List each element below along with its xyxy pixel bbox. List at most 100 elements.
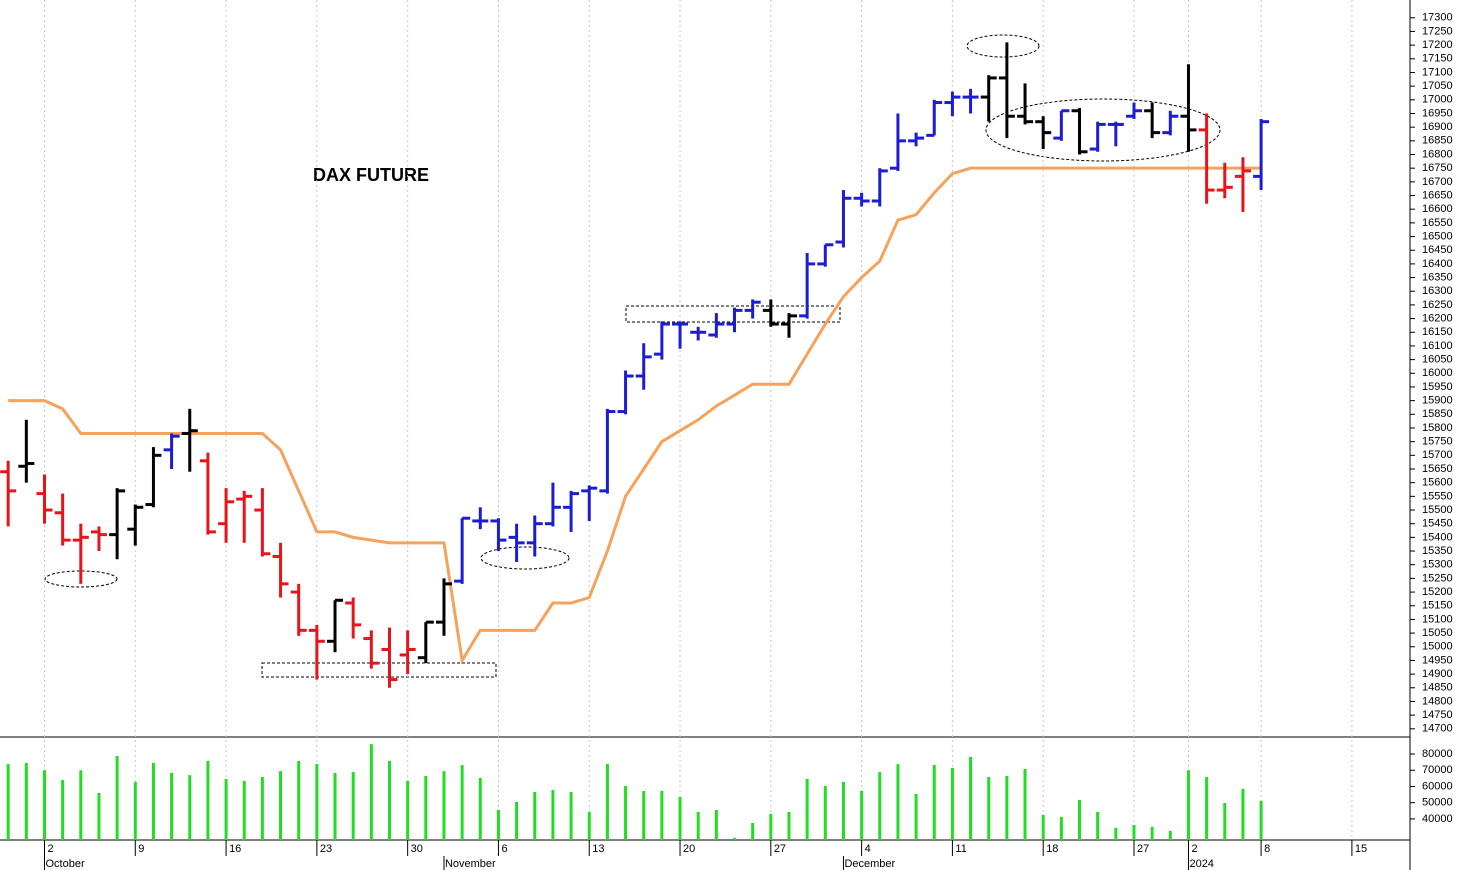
x-tick-label: 15: [1355, 843, 1367, 855]
volume-bar: [1205, 777, 1209, 840]
volume-tick-label: 70000: [1422, 764, 1453, 776]
y-tick-label: 15850: [1422, 408, 1453, 420]
volume-bar: [551, 790, 555, 840]
stop-line: [8, 166, 1262, 665]
x-tick-label: 18: [1046, 843, 1058, 855]
y-tick-label: 16600: [1422, 203, 1453, 215]
volume-bar: [1241, 788, 1245, 840]
x-tick-label: 23: [320, 843, 332, 855]
y-tick-label: 15200: [1422, 586, 1453, 598]
volume-bar: [387, 761, 391, 840]
y-tick-label: 15900: [1422, 395, 1453, 407]
volume-bar: [133, 781, 137, 840]
y-tick-label: 17100: [1422, 66, 1453, 78]
x-tick-label: 9: [138, 843, 144, 855]
annotation-ellipse: [966, 34, 1040, 58]
x-tick-label: 2: [47, 843, 53, 855]
y-tick-label: 16300: [1422, 285, 1453, 297]
x-tick-label: 4: [865, 843, 871, 855]
volume-bar: [1023, 768, 1027, 840]
y-tick-label: 16000: [1422, 367, 1453, 379]
volume-bar: [24, 762, 28, 840]
x-tick-label: 6: [501, 843, 507, 855]
volume-bar: [896, 764, 900, 840]
y-tick-label: 14900: [1422, 668, 1453, 680]
volume-bar: [115, 755, 119, 840]
volume-bar: [569, 791, 573, 840]
x-tick-label: 8: [1264, 843, 1270, 855]
annotation-ellipse: [44, 570, 118, 588]
y-tick-label: 16700: [1422, 176, 1453, 188]
y-tick-label: 15700: [1422, 449, 1453, 461]
volume-bar: [1223, 803, 1227, 840]
volume-bar: [1168, 830, 1172, 840]
volume-bar: [1059, 816, 1063, 840]
x-tick-label: 13: [592, 843, 604, 855]
month-label: December: [844, 858, 895, 870]
volume-bar: [1096, 811, 1100, 840]
volume-bar: [696, 811, 700, 840]
volume-bar: [442, 771, 446, 840]
y-tick-label: 15350: [1422, 545, 1453, 557]
y-tick-label: 15300: [1422, 559, 1453, 571]
volume-bar: [315, 764, 319, 840]
volume-bar: [605, 764, 609, 840]
volume-bar: [678, 797, 682, 840]
y-tick-label: 17300: [1422, 12, 1453, 24]
volume-bar: [188, 775, 192, 840]
y-tick-label: 16050: [1422, 354, 1453, 366]
volume-bar: [1132, 824, 1136, 840]
volume-bar: [478, 778, 482, 840]
x-tick-label: 27: [1137, 843, 1149, 855]
volume-bar: [624, 785, 628, 840]
volume-bar: [206, 761, 210, 840]
y-tick-label: 14700: [1422, 723, 1453, 735]
y-tick-label: 16750: [1422, 162, 1453, 174]
volume-bar: [1005, 775, 1009, 840]
volume-bar: [714, 809, 718, 840]
y-tick-label: 16150: [1422, 326, 1453, 338]
y-tick-label: 16200: [1422, 312, 1453, 324]
volume-bar: [242, 780, 246, 840]
volume-bar: [61, 779, 65, 840]
y-tick-label: 15500: [1422, 504, 1453, 516]
volume-bar: [333, 773, 337, 840]
volume-bar: [1150, 826, 1154, 840]
volume-bar: [42, 770, 46, 840]
x-tick-label: 20: [683, 843, 695, 855]
y-tick-label: 17050: [1422, 80, 1453, 92]
chart-title: DAX FUTURE: [313, 165, 429, 185]
x-tick-label: 11: [955, 843, 966, 855]
volume-bar: [297, 761, 301, 840]
volume-bar: [733, 837, 737, 840]
y-tick-label: 14850: [1422, 682, 1453, 694]
y-tick-label: 15150: [1422, 600, 1453, 612]
y-tick-label: 16850: [1422, 135, 1453, 147]
volume-bar: [260, 777, 264, 840]
volume-bar: [878, 772, 882, 840]
volume-bar: [1186, 770, 1190, 840]
volume-bar: [751, 822, 755, 840]
y-tick-label: 16650: [1422, 189, 1453, 201]
y-tick-label: 16800: [1422, 148, 1453, 160]
y-tick-label: 16250: [1422, 299, 1453, 311]
y-tick-label: 16350: [1422, 271, 1453, 283]
volume-bar: [515, 801, 519, 840]
y-tick-label: 15250: [1422, 572, 1453, 584]
volume-bar: [224, 779, 228, 840]
volume-bar: [1078, 799, 1082, 840]
volume-bar: [950, 767, 954, 840]
y-tick-label: 16500: [1422, 230, 1453, 242]
y-tick-label: 14750: [1422, 709, 1453, 721]
volume-bar: [642, 791, 646, 840]
month-label: October: [45, 858, 84, 870]
x-tick-label: 2: [1191, 843, 1197, 855]
volume-bar: [1114, 827, 1118, 840]
volume-bar: [805, 779, 809, 840]
annotation-box: [625, 305, 841, 323]
y-tick-label: 15400: [1422, 531, 1453, 543]
y-tick-label: 16100: [1422, 340, 1453, 352]
volume-bar: [79, 770, 83, 840]
